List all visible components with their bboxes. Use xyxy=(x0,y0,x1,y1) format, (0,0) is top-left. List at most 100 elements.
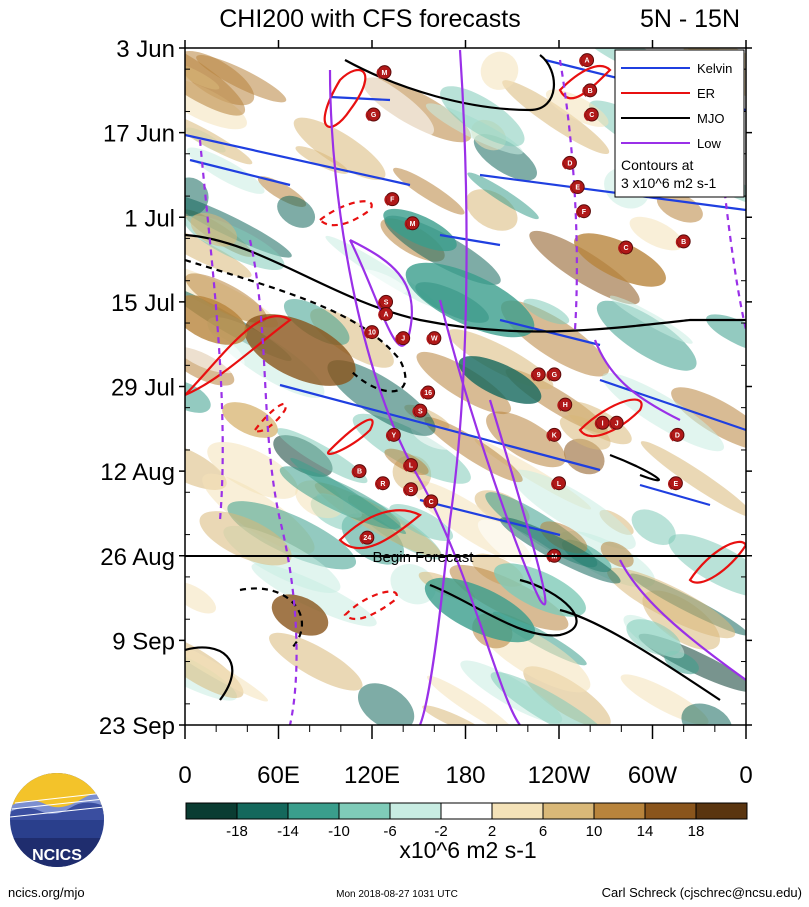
colorbar-swatch xyxy=(185,802,238,820)
storm-icon: D xyxy=(562,155,577,170)
storm-icon: 10 xyxy=(364,325,379,340)
storm-icon: E xyxy=(668,476,683,491)
colorbar-swatch xyxy=(644,802,697,820)
storm-icon: G xyxy=(546,367,562,382)
er-contour xyxy=(185,314,292,397)
storm-label: G xyxy=(552,372,558,379)
storm-label: Y xyxy=(391,432,396,439)
x-tick-label: 60E xyxy=(257,762,300,789)
storm-icon: S xyxy=(412,403,428,418)
storm-markers: MGABCFMDEFCBSA10JW9G16SHIJYKDLBRSCLE24M xyxy=(351,53,691,563)
mjo-contour xyxy=(185,233,746,333)
kelvin-contour xyxy=(329,95,391,102)
storm-icon: W xyxy=(426,331,442,346)
er-contour xyxy=(558,65,612,100)
storm-icon: B xyxy=(582,83,598,98)
storm-icon: J xyxy=(608,415,624,430)
y-tick-label: 26 Aug xyxy=(100,544,175,571)
chart-title: CHI200 with CFS forecasts xyxy=(219,5,521,33)
er-contour xyxy=(323,68,367,128)
storm-icon: A xyxy=(378,306,394,321)
storm-icon: L xyxy=(551,476,566,491)
storm-icon: C xyxy=(618,240,634,255)
low-contour xyxy=(438,299,547,606)
colorbar-swatch xyxy=(287,802,340,820)
x-tick-label: 0 xyxy=(178,762,191,789)
y-tick-label: 23 Sep xyxy=(99,713,175,740)
colorbar-tick-label: -10 xyxy=(328,823,350,840)
storm-label: W xyxy=(431,336,438,343)
storm-icon: A xyxy=(579,53,595,68)
storm-label: L xyxy=(409,463,414,470)
storm-icon: S xyxy=(403,482,418,497)
colorbar-tick-label: -6 xyxy=(383,823,396,840)
storm-label: A xyxy=(383,312,388,319)
colorbar-swatch xyxy=(593,802,646,820)
storm-label: 9 xyxy=(537,372,541,379)
low-contour xyxy=(619,559,746,681)
er-contour xyxy=(343,590,398,621)
x-tick-label: 120E xyxy=(344,762,400,789)
footer-timestamp: Mon 2018-08-27 1031 UTC xyxy=(336,889,458,900)
x-tick-label: 0 xyxy=(739,762,752,789)
storm-icon: E xyxy=(569,180,585,195)
er-contour xyxy=(318,200,373,227)
kelvin-contour xyxy=(185,133,411,187)
mjo-contour xyxy=(185,258,407,393)
storm-icon: I xyxy=(594,415,610,430)
x-tick-label: 60W xyxy=(628,762,678,789)
storm-label: S xyxy=(418,408,423,415)
y-tick-label: 17 Jun xyxy=(103,121,175,148)
storm-icon: H xyxy=(557,397,573,412)
storm-label: C xyxy=(623,245,628,252)
storm-label: 16 xyxy=(424,390,432,397)
logo-text: NCICS xyxy=(32,847,82,864)
colorbar-swatch xyxy=(440,802,493,820)
colorbar-tick-label: 14 xyxy=(637,823,654,840)
x-axis: 0 60E 120E 180 120W 60W 0 xyxy=(178,40,753,789)
storm-icon: J xyxy=(395,331,411,346)
colorbar-tick-label: 10 xyxy=(586,823,603,840)
y-tick-label: 9 Sep xyxy=(112,628,175,655)
storm-label: 24 xyxy=(363,535,371,542)
colorbar-swatch xyxy=(338,802,391,820)
colorbar-swatch xyxy=(389,802,442,820)
storm-icon: D xyxy=(669,427,685,442)
storm-label: D xyxy=(675,432,680,439)
storm-icon: Y xyxy=(385,427,401,442)
storm-icon: 24 xyxy=(359,530,375,545)
storm-label: S xyxy=(409,487,414,494)
low-contour xyxy=(558,59,578,331)
low-contour xyxy=(198,139,224,521)
storm-icon: 9 xyxy=(530,367,546,382)
storm-icon: 16 xyxy=(420,385,436,400)
storm-icon: M xyxy=(404,216,420,231)
storm-icon: B xyxy=(351,464,367,479)
colorbar-unit: x10^6 m2 s-1 xyxy=(399,837,536,863)
low-contour xyxy=(248,239,298,725)
storm-label: B xyxy=(357,469,362,476)
er-contour xyxy=(326,418,374,455)
mjo-contour xyxy=(559,608,721,701)
storm-label: H xyxy=(563,402,568,409)
legend-label: MJO xyxy=(697,111,724,126)
kelvin-contour xyxy=(639,483,711,507)
y-axis: 3 Jun 17 Jun 1 Jul 15 Jul 29 Jul 12 Aug 26 Aug… xyxy=(99,36,752,740)
y-tick-label: 29 Jul xyxy=(111,375,175,402)
low-contour xyxy=(593,339,681,421)
kelvin-contour xyxy=(419,498,561,537)
er-contour xyxy=(253,402,287,433)
kelvin-contour xyxy=(189,158,291,187)
colorbar-tick-label: -14 xyxy=(277,823,299,840)
storm-label: M xyxy=(382,70,388,77)
storm-label: L xyxy=(557,481,562,488)
footer-author: Carl Schreck (cjschrec@ncsu.edu) xyxy=(602,885,802,900)
x-tick-label: 120W xyxy=(528,762,591,789)
kelvin-contour xyxy=(279,383,601,472)
storm-label: C xyxy=(589,112,594,119)
colorbar-tick-label: 18 xyxy=(688,823,705,840)
storm-label: J xyxy=(401,336,405,343)
storm-label: A xyxy=(585,58,590,65)
storm-label: M xyxy=(410,221,416,228)
